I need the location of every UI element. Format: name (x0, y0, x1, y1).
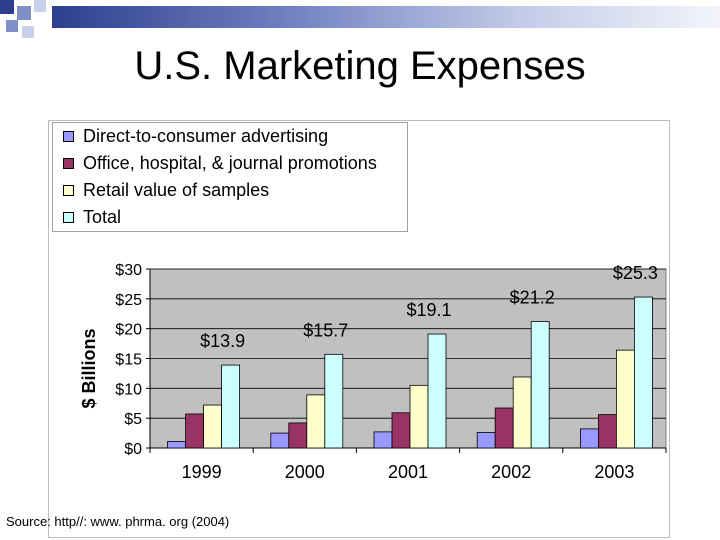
bar-2000-series-2 (288, 422, 308, 449)
bar-2000-series-3 (306, 394, 326, 449)
decor-square (6, 20, 18, 32)
legend-label-samples: Retail value of samples (83, 179, 270, 200)
legend-swatch-promotions (63, 157, 74, 169)
decor-square (0, 0, 14, 14)
legend-item-samples: Retail value of samples (63, 178, 269, 202)
bar-2000-series-4 (324, 353, 344, 449)
decor-square (22, 26, 34, 38)
bar-2003-series-2 (598, 414, 617, 449)
bar-2002-series-1 (476, 432, 496, 449)
legend-label-promotions: Office, hospital, & journal promotions (83, 152, 377, 173)
bar-2001-series-3 (409, 384, 429, 449)
decor-square (17, 6, 31, 20)
slide-title: U.S. Marketing Expenses (134, 44, 586, 88)
bar-2003-series-1 (580, 428, 599, 449)
x-tick-label: 1999 (182, 462, 222, 482)
legend-item-promotions: Office, hospital, & journal promotions (63, 151, 377, 175)
total-data-label: $19.1 (406, 300, 451, 320)
total-data-label: $13.9 (200, 331, 245, 351)
bar-2003-series-3 (616, 349, 635, 449)
decor-square (34, 0, 46, 12)
y-tick-label: $15 (115, 352, 142, 369)
y-tick-label: $0 (124, 441, 142, 458)
bar-1999-series-3 (203, 404, 223, 449)
x-tick-label: 2002 (491, 462, 531, 482)
y-tick-label: $5 (124, 411, 142, 428)
y-axis-title: $ Billions (79, 328, 99, 408)
legend-item-total: Total (63, 205, 121, 229)
bar-2001-series-1 (373, 431, 393, 449)
legend-swatch-samples (63, 184, 74, 196)
legend-swatch-dtc (63, 130, 74, 142)
bar-1999-series-2 (185, 413, 205, 449)
bar-2003-series-4 (634, 296, 653, 449)
x-tick-label: 2001 (388, 462, 428, 482)
bar-2001-series-2 (391, 412, 411, 449)
legend-item-dtc: Direct-to-consumer advertising (63, 124, 328, 148)
y-tick-label: $20 (115, 322, 142, 339)
bar-2002-series-3 (512, 376, 532, 449)
bar-2002-series-4 (530, 321, 550, 449)
legend-label-total: Total (83, 206, 122, 227)
bar-1999-series-4 (221, 364, 241, 449)
top-gradient-bar (52, 6, 720, 28)
bar-1999-series-1 (167, 441, 187, 449)
total-data-label: $21.2 (510, 288, 555, 308)
total-data-label: $15.7 (303, 320, 348, 340)
bar-2001-series-4 (427, 333, 447, 449)
source-note: Source: http//: www. phrma. org (2004) (6, 514, 230, 529)
bar-2000-series-1 (270, 432, 290, 449)
y-tick-label: $30 (115, 262, 142, 279)
x-tick-label: 2000 (285, 462, 325, 482)
chart-legend: Direct-to-consumer advertising Office, h… (52, 122, 408, 232)
legend-label-dtc: Direct-to-consumer advertising (83, 125, 329, 146)
corner-decoration (0, 0, 60, 50)
legend-swatch-total (63, 211, 74, 223)
bar-2002-series-2 (494, 407, 514, 449)
y-tick-label: $10 (115, 381, 142, 398)
y-tick-label: $25 (115, 292, 142, 309)
x-tick-label: 2003 (594, 462, 634, 482)
total-data-label: $25.3 (613, 263, 658, 283)
